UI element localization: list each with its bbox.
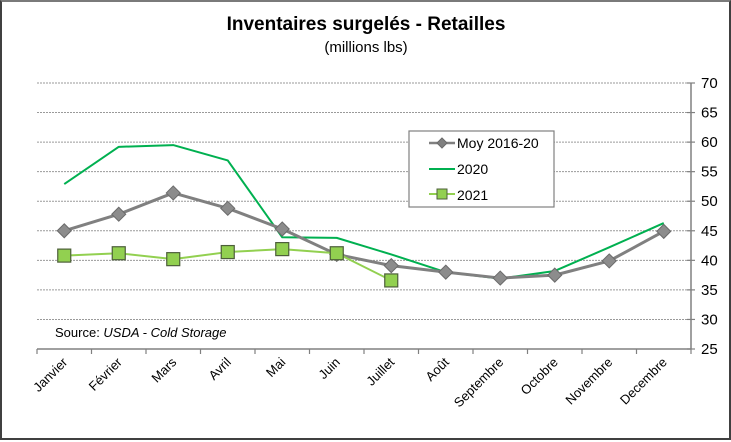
y-tick-label: 30 <box>701 311 718 328</box>
y-tick-label: 45 <box>701 223 718 240</box>
x-tick-label: Janvier <box>30 354 71 395</box>
y-tick-labels: 70 65 60 55 50 45 40 35 30 25 <box>701 75 718 358</box>
legend-label-2020: 2020 <box>457 161 488 177</box>
data-point-square <box>329 246 344 261</box>
x-tick-label: Mai <box>263 354 288 379</box>
legend-label-2021: 2021 <box>457 187 488 203</box>
y-tick-label: 55 <box>701 164 718 181</box>
series-line <box>63 144 665 280</box>
y-tick-label: 70 <box>701 75 718 92</box>
legend-diamond-icon <box>436 137 448 149</box>
data-point-diamond <box>601 253 617 269</box>
series-2020 <box>63 144 665 280</box>
x-tick-label: Avril <box>206 354 234 382</box>
data-point-diamond <box>56 223 72 239</box>
data-point-diamond <box>656 223 672 240</box>
y-tick-label: 60 <box>701 134 718 151</box>
series-group <box>56 144 672 288</box>
data-point-square <box>57 248 72 263</box>
legend-item-moy: Moy 2016-20 <box>429 135 539 151</box>
x-tick-label: Juillet <box>363 354 397 388</box>
x-tick-labels: Janvier Février Mars Avril Mai Juin Juillet Aoû… <box>30 354 670 410</box>
y-tick-label: 65 <box>701 105 718 122</box>
y-tick-label: 40 <box>701 252 718 269</box>
data-point-diamond <box>438 264 454 280</box>
data-point-diamond <box>220 200 236 217</box>
legend-item-2021: 2021 <box>429 187 488 203</box>
source-prefix: Source: <box>55 325 103 340</box>
y-tick-label: 25 <box>701 341 718 358</box>
data-point-square <box>384 273 399 288</box>
data-point-square <box>220 244 235 260</box>
x-tick-label: Septembre <box>451 355 507 411</box>
data-point-square <box>166 252 181 267</box>
gridlines <box>37 82 691 320</box>
legend-label-moy: Moy 2016-20 <box>457 135 539 151</box>
data-point-diamond <box>547 267 563 283</box>
source-name: USDA - Cold Storage <box>103 325 226 340</box>
x-tick-label: Février <box>86 354 126 394</box>
legend-square-icon <box>436 188 448 200</box>
x-tick-label: Decembre <box>617 355 670 408</box>
series-2021 <box>57 242 399 288</box>
data-point-diamond <box>383 257 399 274</box>
chart-subtitle: (millions lbs) <box>324 39 407 56</box>
chart-title: Inventaires surgelés - Retailles <box>227 14 506 35</box>
x-tick-label: Mars <box>148 354 179 385</box>
x-tick-label: Juin <box>315 355 342 382</box>
data-point-diamond <box>111 206 127 222</box>
data-point-square <box>275 242 290 257</box>
data-point-diamond <box>492 270 508 286</box>
source-annotation: Source: USDA - Cold Storage <box>55 325 227 340</box>
y-tick-label: 50 <box>701 193 718 210</box>
axes <box>36 82 695 354</box>
y-tick-label: 35 <box>701 282 718 299</box>
legend: Moy 2016-20 2020 2021 <box>408 130 555 208</box>
data-point-diamond <box>165 185 181 201</box>
x-tick-label: Août <box>422 354 452 384</box>
series-line <box>63 191 665 280</box>
data-point-diamond <box>274 221 290 237</box>
x-tick-label: Octobre <box>518 355 561 398</box>
data-point-square <box>111 246 126 261</box>
x-tick-label: Novembre <box>562 355 615 408</box>
legend-item-2020: 2020 <box>429 161 488 177</box>
